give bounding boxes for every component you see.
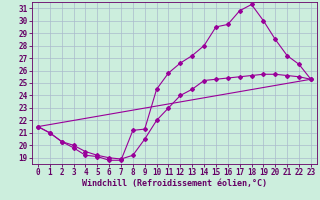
X-axis label: Windchill (Refroidissement éolien,°C): Windchill (Refroidissement éolien,°C): [82, 179, 267, 188]
